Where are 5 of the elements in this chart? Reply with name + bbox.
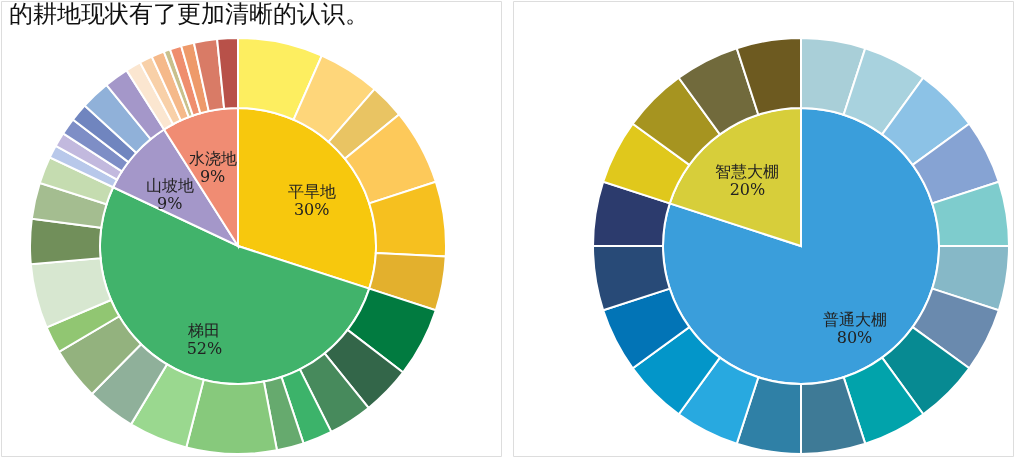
text: 的耕地现状有了更加清晰的认识。 xyxy=(9,0,369,28)
data-label: 智慧大棚 20% xyxy=(715,162,780,200)
data-label: 普通大棚 80% xyxy=(822,309,887,347)
data-label: 平旱地 30% xyxy=(287,182,336,220)
data-label: 梯田 52% xyxy=(186,320,223,358)
